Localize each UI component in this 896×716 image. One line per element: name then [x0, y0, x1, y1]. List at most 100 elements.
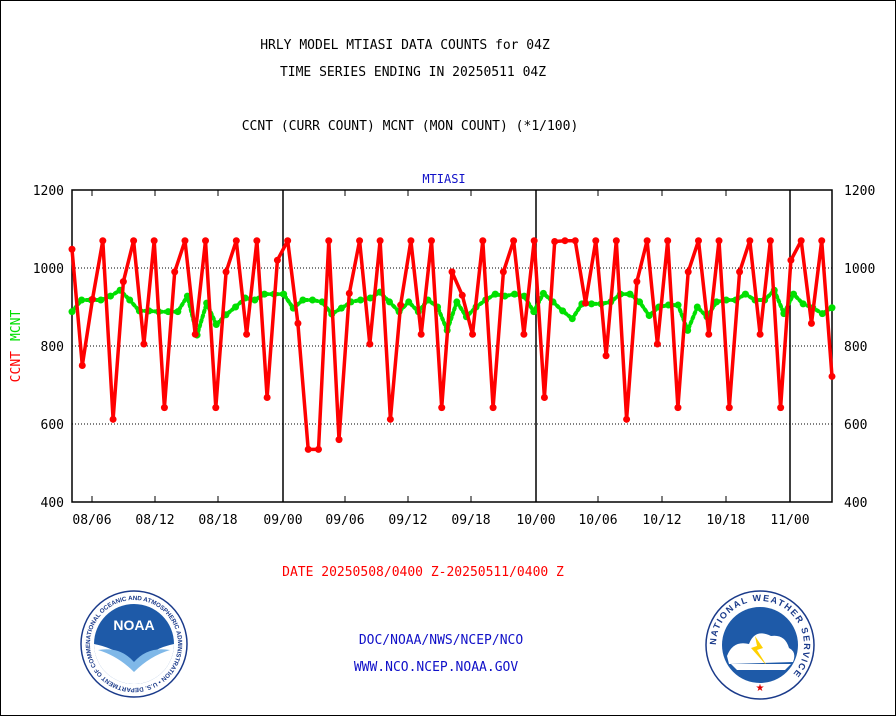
ccnt-series-point — [345, 289, 353, 297]
ccnt-series-point — [530, 237, 538, 245]
ccnt-series-point — [294, 319, 302, 327]
mcnt-series-point — [674, 301, 682, 309]
x-tick-label: 10/12 — [642, 513, 681, 528]
mcnt-series-point — [309, 296, 317, 304]
ccnt-series-point — [427, 237, 435, 245]
ccnt-series-point — [99, 237, 107, 245]
ccnt-series-point — [540, 393, 548, 401]
ccnt-series-point — [725, 404, 733, 412]
mcnt-series-point — [626, 290, 634, 298]
ccnt-series-point — [756, 330, 764, 338]
noaa-logo: NOAA NATIONAL OCEANIC AND ATMOSPHERIC AD… — [80, 590, 188, 698]
ccnt-series-point — [273, 256, 281, 264]
ccnt-series-point — [674, 404, 682, 412]
ccnt-series-point — [68, 245, 76, 253]
ccnt-series-point — [828, 372, 836, 380]
mcnt-series-point — [568, 315, 576, 323]
ccnt-series-point — [766, 237, 774, 245]
x-tick-label: 08/18 — [198, 513, 237, 528]
mcnt-series-point — [318, 298, 326, 306]
y-axis-label: CCNT MCNT — [9, 310, 24, 383]
mcnt-series-point — [491, 290, 499, 298]
ccnt-series-point — [202, 237, 210, 245]
ccnt-series-point — [386, 415, 394, 423]
ccnt-series-point — [807, 319, 815, 327]
mcnt-series-point — [78, 296, 86, 304]
ccnt-series-point — [664, 237, 672, 245]
ccnt-series-point — [571, 237, 579, 245]
noaa-logo-text: NOAA — [113, 617, 154, 633]
mcnt-series-point — [799, 300, 807, 308]
y-tick-label-left: 400 — [41, 496, 64, 511]
ccnt-series-point — [561, 237, 569, 245]
mcnt-series-point — [97, 296, 105, 304]
ccnt-series-point — [253, 237, 261, 245]
y-axis-label-ccnt: CCNT — [9, 351, 24, 382]
ccnt-series-point — [797, 237, 805, 245]
ccnt-series-point — [653, 340, 661, 348]
ccnt-series-point — [376, 237, 384, 245]
mcnt-series-point — [366, 294, 374, 302]
mcnt-series-point — [693, 303, 701, 311]
ccnt-series-point — [643, 237, 651, 245]
x-tick-label: 08/12 — [135, 513, 174, 528]
mcnt-series-point — [828, 304, 836, 312]
ccnt-series-point — [130, 237, 138, 245]
ccnt-series-point — [417, 330, 425, 338]
mcnt-series-point — [520, 292, 528, 300]
nws-logo: NATIONAL WEATHER SERVICE ★ — [705, 590, 815, 700]
ccnt-series-point — [366, 340, 374, 348]
mcnt-series-point — [126, 296, 134, 304]
y-tick-label-right: 1000 — [844, 262, 875, 277]
y-tick-label-right: 1200 — [844, 184, 875, 199]
ccnt-series-point — [623, 415, 631, 423]
ccnt-series-point — [78, 362, 86, 369]
x-tick-label: 09/06 — [325, 513, 364, 528]
mcnt-series-point — [818, 310, 826, 318]
ccnt-series-point — [191, 330, 199, 338]
mcnt-series-point — [559, 307, 567, 315]
ccnt-series-point — [787, 256, 795, 264]
mcnt-series-point — [106, 292, 114, 300]
date-range-label: DATE 20250508/0400 Z-20250511/0400 Z — [282, 565, 564, 580]
ccnt-series-point — [243, 330, 251, 338]
mcnt-series-point — [232, 303, 240, 311]
ccnt-series-point — [160, 404, 168, 412]
ccnt-series-point — [181, 237, 189, 245]
mcnt-series-point — [68, 308, 76, 316]
mcnt-series-point — [530, 308, 538, 316]
x-tick-label: 09/00 — [263, 513, 302, 528]
mcnt-series-point — [713, 298, 721, 306]
mcnt-series-point — [405, 298, 413, 306]
ccnt-series-point — [551, 237, 559, 245]
ccnt-series-point — [407, 237, 415, 245]
ccnt-series-point — [479, 237, 487, 245]
ccnt-series-point — [284, 237, 292, 245]
ccnt-series-point — [705, 330, 713, 338]
org-label: DOC/NOAA/NWS/NCEP/NCO — [358, 633, 524, 648]
ccnt-series-point — [818, 237, 826, 245]
ccnt-series-point — [171, 268, 179, 276]
chart-title-line2: TIME SERIES ENDING IN 20250511 04Z — [279, 65, 547, 80]
mcnt-series-point — [684, 326, 692, 334]
chart-series-title: MTIASI — [422, 172, 465, 186]
y-tick-label-right: 800 — [844, 340, 867, 355]
ccnt-series-point — [510, 237, 518, 245]
ccnt-series-point — [325, 237, 333, 245]
x-tick-label: 09/18 — [451, 513, 490, 528]
mcnt-series-point — [453, 298, 461, 306]
ccnt-series-point — [489, 404, 497, 412]
website-link[interactable]: WWW.NCO.NCEP.NOAA.GOV — [353, 660, 519, 675]
ccnt-series-point — [263, 393, 271, 401]
ccnt-series-point — [469, 330, 477, 338]
y-tick-label-left: 1200 — [33, 184, 64, 199]
chart-subtitle: CCNT (CURR COUNT) MCNT (MON COUNT) (*1/1… — [241, 119, 579, 134]
x-tick-label: 09/12 — [388, 513, 427, 528]
ccnt-series-point — [715, 237, 723, 245]
mcnt-series-point — [385, 298, 393, 306]
ccnt-series-point — [684, 268, 692, 276]
ccnt-series-point — [602, 352, 610, 360]
ccnt-series-point — [150, 237, 158, 245]
ccnt-series-point — [746, 237, 754, 245]
mcnt-series-point — [260, 290, 268, 298]
